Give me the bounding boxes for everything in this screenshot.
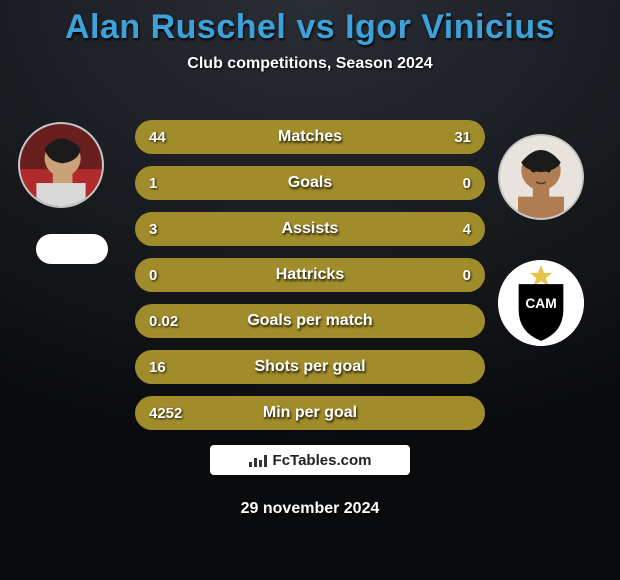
player-left-avatar — [18, 122, 104, 208]
brand-text: FcTables.com — [273, 452, 372, 469]
stat-label: Assists — [135, 212, 485, 246]
club-crest-text: CAM — [525, 296, 556, 311]
comparison-card: Alan Ruschel vs Igor Vinicius Club compe… — [0, 0, 620, 580]
player-left-club-badge — [36, 234, 108, 264]
stat-row: 10Goals — [135, 166, 485, 200]
stat-label: Goals — [135, 166, 485, 200]
stat-row: 00Hattricks — [135, 258, 485, 292]
player-right-club-badge: CAM — [498, 260, 584, 346]
stat-label: Hattricks — [135, 258, 485, 292]
date-label: 29 november 2024 — [0, 500, 620, 518]
page-title: Alan Ruschel vs Igor Vinicius — [0, 0, 620, 47]
subtitle: Club competitions, Season 2024 — [0, 55, 620, 73]
stat-row: 16Shots per goal — [135, 350, 485, 384]
stat-row: 4252Min per goal — [135, 396, 485, 430]
stat-label: Goals per match — [135, 304, 485, 338]
chart-bars-icon — [249, 453, 267, 467]
club-crest-icon: CAM — [498, 260, 584, 346]
stat-label: Min per goal — [135, 396, 485, 430]
stat-label: Shots per goal — [135, 350, 485, 384]
brand-badge: FcTables.com — [210, 445, 410, 475]
stat-row: 34Assists — [135, 212, 485, 246]
stat-row: 0.02Goals per match — [135, 304, 485, 338]
stats-panel: 4431Matches 10Goals 34Assists 00Hattricks 0.… — [135, 120, 485, 442]
player-left-avatar-img — [20, 124, 102, 206]
player-right-avatar — [498, 134, 584, 220]
stat-row: 4431Matches — [135, 120, 485, 154]
stat-label: Matches — [135, 120, 485, 154]
player-right-avatar-img — [500, 136, 582, 218]
